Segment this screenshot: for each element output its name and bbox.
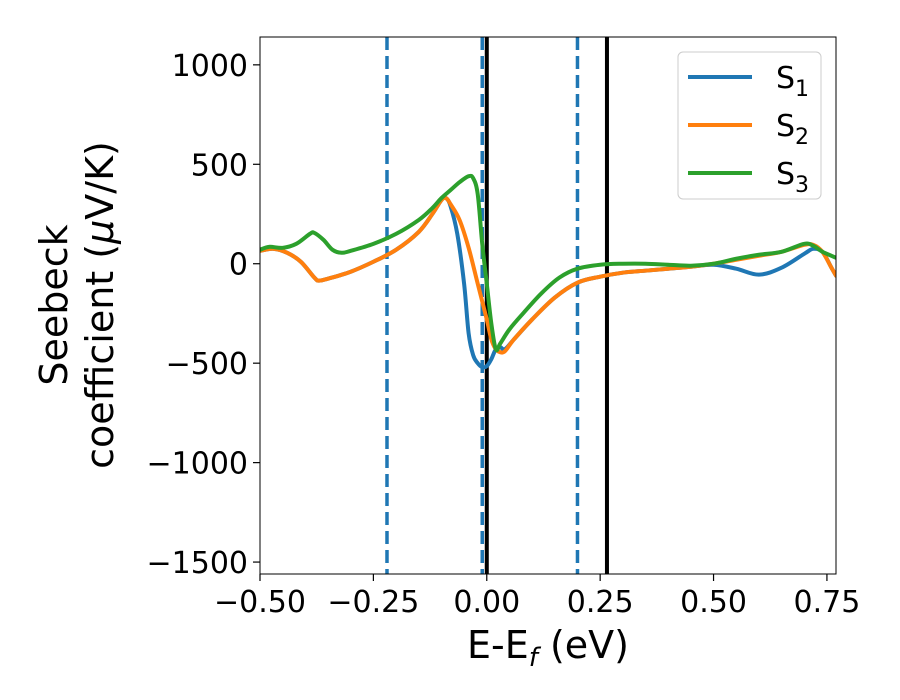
x-axis-label: E-Ef (eV) (467, 623, 629, 673)
y-axis-label-line2: coefficient (μV/K) (78, 141, 122, 469)
plot-frame (259, 36, 837, 575)
y-tick-label: 0 (229, 248, 248, 283)
series-lines (260, 173, 836, 370)
x-tick-label: −0.25 (327, 585, 419, 620)
legend-entry-s2: S2 (688, 109, 809, 150)
x-tick-label: 0.25 (567, 585, 634, 620)
y-tick-label: −1500 (147, 546, 248, 581)
vertical-reference-lines (385, 37, 609, 574)
x-tick-label: 0.75 (794, 585, 861, 620)
y-axis-label-mu: μ (78, 220, 122, 245)
series-line-s2 (260, 195, 836, 355)
y-tick-label: −500 (166, 347, 248, 382)
legend-label: S1 (776, 61, 809, 102)
legend: S1 S2 S3 (677, 51, 822, 200)
x-axis-ticks: −0.50 −0.25 0.00 0.25 0.50 0.75 (214, 574, 860, 620)
series-line-s1 (260, 195, 836, 370)
x-tick-label: −0.50 (214, 585, 306, 620)
y-tick-label: −1000 (147, 447, 248, 482)
y-axis-label: Seebeck coefficient (μV/K) (32, 141, 122, 469)
legend-label: S3 (776, 157, 809, 198)
y-axis-ticks: 1000 500 0 −500 −1000 −1500 (147, 49, 260, 581)
x-tick-label: 0.50 (680, 585, 747, 620)
series-line-s3 (260, 173, 836, 353)
y-axis-label-line1: Seebeck (32, 224, 76, 385)
legend-entry-s3: S3 (688, 157, 809, 198)
y-tick-label: 1000 (172, 49, 248, 84)
legend-label: S2 (776, 109, 809, 150)
x-tick-label: 0.00 (453, 585, 520, 620)
x-axis-label-unit: (eV) (538, 623, 629, 667)
y-axis-label-unit: V/K) (78, 141, 122, 220)
legend-entry-s1: S1 (688, 61, 809, 102)
y-tick-label: 500 (191, 148, 248, 183)
